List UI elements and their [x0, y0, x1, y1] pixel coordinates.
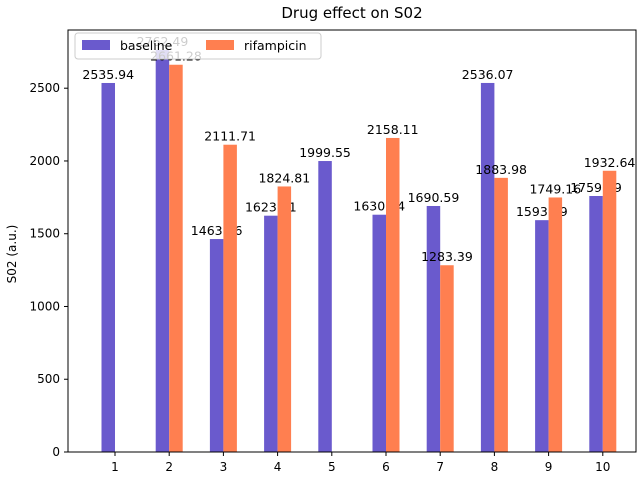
x-tick-label-7: 7	[436, 460, 444, 474]
data-label-rifampicin-6: 2158.11	[367, 122, 419, 137]
bar-baseline-10	[589, 195, 603, 453]
bar-rifampicin-4	[277, 186, 292, 452]
bar-rifampicin-3	[223, 144, 237, 452]
x-tick-label-9: 9	[545, 460, 553, 474]
x-tick-label-3: 3	[220, 460, 228, 474]
x-tick-label-4: 4	[274, 460, 282, 474]
bar-baseline-9	[535, 220, 549, 452]
bar-baseline-2	[155, 50, 170, 452]
x-tick-label-10: 10	[595, 460, 610, 474]
bar-baseline-3	[209, 239, 224, 452]
bar-rifampicin-10	[602, 170, 617, 452]
legend: baseline rifampicin	[74, 32, 322, 60]
y-tick-label-2000: 2000	[29, 154, 60, 168]
data-label-baseline-5: 1999.55	[299, 145, 351, 160]
bar-rifampicin-6	[386, 137, 400, 452]
plot-frame	[67, 29, 637, 453]
y-tick-label-1500: 1500	[29, 227, 60, 241]
bar-rifampicin-2	[169, 64, 183, 453]
y-tick-label-500: 500	[37, 372, 60, 386]
data-label-rifampicin-7: 1283.39	[421, 249, 473, 264]
data-label-rifampicin-4: 1824.81	[258, 170, 310, 185]
data-label-baseline-7: 1690.59	[408, 190, 460, 205]
data-label-rifampicin-8: 1883.98	[475, 162, 527, 177]
plot-area: 2535.942762.491463.461623.911999.551630.…	[29, 34, 635, 474]
x-tick-label-6: 6	[382, 460, 390, 474]
legend-swatch-rifampicin	[206, 40, 234, 50]
chart-title: Drug effect on S02	[281, 4, 422, 22]
bar-baseline-7	[426, 205, 441, 452]
y-tick-label-2500: 2500	[29, 81, 60, 95]
data-label-baseline-1: 2535.94	[82, 67, 134, 82]
bar-baseline-1	[101, 82, 115, 452]
data-label-rifampicin-9: 1749.16	[529, 181, 581, 196]
bar-baseline-4	[264, 215, 278, 452]
x-tick-label-5: 5	[328, 460, 336, 474]
x-tick-label-2: 2	[165, 460, 173, 474]
data-label-rifampicin-10: 1932.64	[584, 155, 636, 170]
bar-rifampicin-7	[440, 265, 454, 452]
data-label-rifampicin-3: 2111.71	[204, 129, 256, 144]
y-tick-label-0: 0	[52, 445, 60, 459]
legend-label-rifampicin: rifampicin	[244, 38, 307, 53]
bar-baseline-8	[480, 82, 495, 453]
data-label-baseline-8: 2536.07	[462, 67, 514, 82]
y-axis-label: S02 (a.u.)	[5, 225, 19, 284]
x-tick-label-8: 8	[491, 460, 499, 474]
legend-label-baseline: baseline	[120, 38, 173, 53]
legend-box	[74, 32, 322, 60]
bar-rifampicin-8	[494, 177, 508, 452]
x-tick-label-1: 1	[111, 460, 119, 474]
y-tick-label-1000: 1000	[29, 299, 60, 313]
legend-swatch-baseline	[82, 40, 110, 50]
bar-baseline-6	[372, 214, 386, 452]
bar-baseline-5	[318, 161, 332, 452]
bar-rifampicin-9	[548, 197, 563, 452]
